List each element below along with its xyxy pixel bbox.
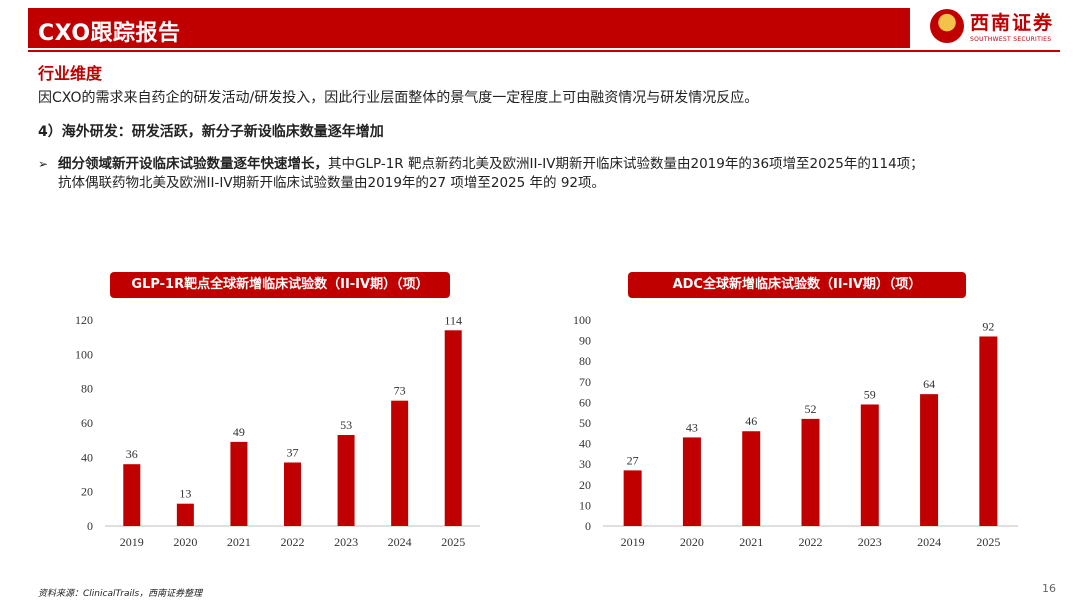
adc-data-label-2022: 52	[805, 402, 817, 416]
adc-x-tick-label-2024: 2024	[917, 535, 941, 549]
glp-x-tick-label-2021: 2021	[227, 535, 251, 549]
adc-bar-2020	[682, 437, 701, 526]
glp-x-tick-label-2019: 2019	[120, 535, 144, 549]
glp-y-tick-label: 100	[75, 347, 93, 361]
glp-x-tick-label-2022: 2022	[281, 535, 305, 549]
adc-y-tick-label: 30	[579, 457, 591, 471]
adc-bar-2024	[920, 394, 939, 526]
glp-bar-2019	[123, 464, 141, 526]
adc-data-label-2019: 27	[627, 453, 639, 467]
glp-data-label-2022: 37	[287, 445, 299, 459]
glp-bar-2021	[230, 441, 248, 526]
adc-bar-2022	[801, 418, 820, 526]
bullet-point: ➢ 细分领域新开设临床试验数量逐年快速增长，其中GLP-1R 靶点新药北美及欧洲I…	[38, 155, 1068, 193]
logo-name: 西南证券	[970, 12, 1055, 34]
intro-text: 因CXO的需求来自药企的研发活动/研发投入，因此行业层面整体的景气度一定程度上可…	[38, 90, 759, 106]
adc-data-label-2023: 59	[864, 387, 876, 401]
company-logo: 西南证券 SOUTHWEST SECURITIES	[920, 6, 1060, 50]
adc-x-tick-label-2021: 2021	[739, 535, 763, 549]
glp-y-tick-label: 80	[81, 382, 93, 396]
adc-y-tick-label: 90	[579, 334, 591, 348]
glp-y-tick-label: 120	[75, 313, 93, 327]
glp-x-tick-label-2024: 2024	[388, 535, 412, 549]
glp-bar-chart: 0 20 40 60 80 100 120 36 2019 13 2020 49 2021 37 2022 5…	[75, 313, 480, 549]
logo-emblem-icon	[930, 9, 964, 43]
glp-y-tick-label: 20	[81, 485, 93, 499]
adc-bar-2025	[979, 336, 998, 526]
adc-y-tick-label: 60	[579, 395, 591, 409]
adc-y-tick-label: 40	[579, 437, 591, 451]
glp-y-tick-label: 40	[81, 450, 93, 464]
glp-bar-2022	[284, 462, 301, 526]
glp-chart-title: GLP-1R靶点全球新增临床试验数（II-IV期）（项）	[110, 272, 450, 298]
glp-y-tick-label: 0	[87, 519, 93, 533]
adc-x-tick-label-2020: 2020	[680, 535, 704, 549]
adc-y-tick-label: 70	[579, 375, 591, 389]
glp-data-label-2021: 49	[233, 425, 245, 439]
adc-y-tick-label: 80	[579, 354, 591, 368]
adc-x-tick-label-2019: 2019	[621, 535, 645, 549]
glp-bar-2023	[337, 435, 355, 526]
glp-x-tick-label-2020: 2020	[173, 535, 197, 549]
glp-data-label-2024: 73	[394, 384, 406, 398]
section-title: 行业维度	[38, 64, 103, 83]
bullet-text-line2: 抗体偶联药物北美及欧洲II-IV期新开临床试验数量由2019年的27 项增至20…	[58, 175, 605, 191]
adc-x-tick-label-2025: 2025	[976, 535, 1000, 549]
arrow-bullet-icon: ➢	[38, 157, 49, 171]
page-number: 16	[1042, 582, 1056, 595]
adc-bar-chart: 0 10 20 30 40 50 60 70 80 90 100 27 2019 43 2020 46 2021…	[573, 313, 1018, 549]
bullet-bold-text: 细分领域新开设临床试验数量逐年快速增长，	[58, 156, 328, 172]
report-title: CXO跟踪报告	[38, 21, 181, 46]
subheading: 4）海外研发：研发活跃，新分子新设临床数量逐年增加	[38, 124, 384, 140]
source-note: 资料来源：ClinicalTrails，西南证券整理	[38, 589, 203, 599]
adc-y-tick-label: 20	[579, 478, 591, 492]
glp-data-label-2023: 53	[340, 418, 352, 432]
adc-bar-2019	[623, 470, 642, 526]
adc-data-label-2024: 64	[923, 377, 935, 391]
adc-data-label-2021: 46	[745, 414, 757, 428]
glp-data-label-2025: 114	[444, 313, 462, 327]
header-bar: CXO跟踪报告	[28, 8, 910, 48]
bullet-text-line1: 其中GLP-1R 靶点新药北美及欧洲II-IV期新开临床试验数量由2019年的3…	[328, 156, 924, 172]
glp-x-tick-label-2025: 2025	[441, 535, 465, 549]
adc-y-tick-label: 10	[579, 498, 591, 512]
adc-y-tick-label: 50	[579, 416, 591, 430]
glp-bar-2020	[176, 503, 194, 526]
glp-data-label-2020: 13	[179, 487, 191, 501]
adc-x-tick-label-2023: 2023	[858, 535, 882, 549]
adc-data-label-2025: 92	[982, 319, 994, 333]
glp-bar-2025	[444, 330, 462, 526]
header-divider	[28, 50, 1060, 52]
logo-subtitle: SOUTHWEST SECURITIES	[970, 36, 1052, 43]
glp-x-tick-label-2023: 2023	[334, 535, 358, 549]
glp-data-label-2019: 36	[126, 447, 138, 461]
adc-chart-title: ADC全球新增临床试验数（II-IV期）（项）	[628, 272, 966, 298]
adc-data-label-2020: 43	[686, 420, 698, 434]
glp-y-tick-label: 60	[81, 416, 93, 430]
adc-bar-2023	[860, 404, 879, 526]
glp-bar-2024	[391, 400, 409, 526]
adc-x-tick-label-2022: 2022	[799, 535, 823, 549]
adc-y-tick-label: 0	[585, 519, 591, 533]
adc-bar-2021	[742, 431, 761, 526]
adc-y-tick-label: 100	[573, 313, 591, 327]
